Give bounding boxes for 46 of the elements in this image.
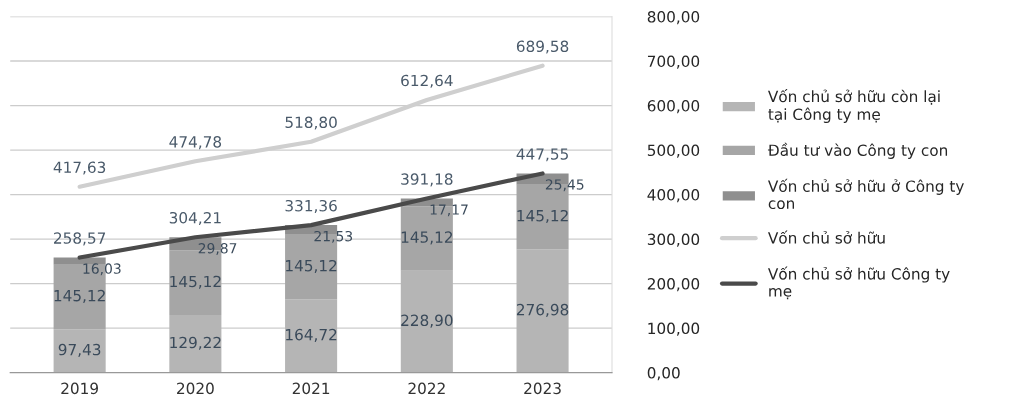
bar [169,315,222,373]
x-tick-label: 2019 [61,382,98,395]
x-tick-label: 2022 [408,382,445,395]
y-tick-label: 500,00 [647,144,700,158]
data-label: 21,53 [314,230,353,243]
data-label: 276,98 [516,303,569,317]
bar [285,299,338,373]
legend-label: Vốn chủ sở hữu Công ty mẹ [767,266,950,300]
data-label: 331,36 [285,199,337,214]
data-label: 417,63 [53,161,106,175]
legend-label: Vốn chủ sở hữu ở Công ty con [767,178,964,210]
data-label: 474,78 [169,136,222,150]
y-tick-label: 600,00 [647,100,700,114]
data-label: 391,18 [401,173,453,187]
legend-label: Đầu tư vào Công ty con [767,142,948,159]
x-tick-label: 2020 [177,382,214,395]
data-label: 258,57 [54,232,106,246]
y-tick-label: 300,00 [647,233,700,247]
data-label: 97,43 [58,343,101,357]
data-label: 228,90 [401,314,453,328]
data-label: 145,12 [401,231,453,245]
x-tick-label: 2021 [292,382,330,395]
data-label: 304,21 [169,211,221,226]
y-tick-label: 0,00 [647,367,680,381]
data-label: 129,22 [170,336,221,350]
y-tick-label: 200,00 [647,278,700,292]
data-label: 145,12 [286,259,337,273]
y-tick-label: 400,00 [647,189,700,203]
data-label: 612,64 [401,74,453,88]
data-label: 447,55 [516,148,568,162]
bar [516,249,569,373]
data-label: 518,80 [285,116,337,130]
data-label: 145,12 [517,209,568,224]
data-label: 689,58 [516,40,569,54]
y-tick-label: 100,00 [648,322,700,336]
bar [53,329,106,373]
legend-label: Vốn chủ sở hữu [767,230,885,244]
data-label: 164,72 [286,328,337,342]
y-tick-label: 800,00 [647,11,700,25]
bar [400,270,453,373]
bar [53,257,106,265]
x-tick-label: 2023 [524,382,561,395]
y-tick-label: 700,00 [647,55,700,69]
legend-label: Vốn chủ sở hữu còn lại tại Công ty mẹ [767,89,940,123]
data-label: 145,12 [170,275,221,289]
data-label: 145,12 [54,289,105,303]
